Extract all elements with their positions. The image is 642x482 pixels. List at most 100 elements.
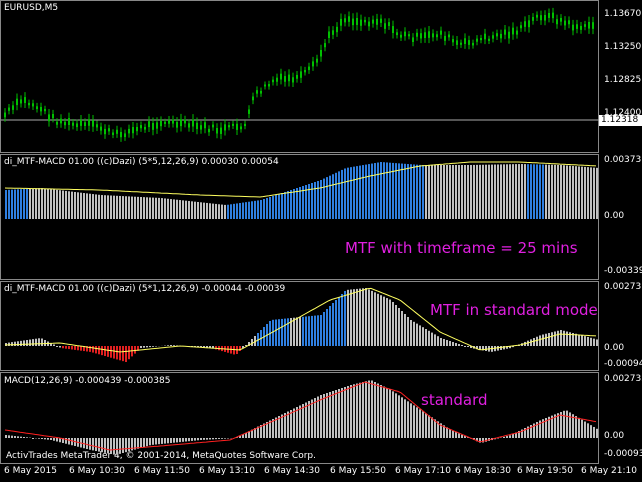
candle-body (340, 18, 342, 26)
mtf1-histogram-bar (494, 164, 496, 219)
mtf1-histogram-bar (398, 163, 400, 219)
macd-pane[interactable] (0, 372, 599, 464)
macd-histogram-bar (476, 438, 478, 442)
macd-histogram-bar (584, 421, 586, 438)
mtf1-histogram-bar (161, 198, 163, 219)
mtf1-histogram-bar (299, 187, 301, 219)
macd-histogram-bar (260, 425, 262, 438)
macd-histogram-bar (521, 429, 523, 438)
macd-histogram-bar (182, 438, 184, 442)
candle-body (76, 123, 78, 128)
macd-histogram-bar (581, 419, 583, 438)
candle-body (316, 58, 318, 63)
mtf2-histogram-bar (593, 338, 595, 346)
mtf1-histogram-bar (578, 166, 580, 219)
macd-histogram-bar (110, 438, 112, 454)
mtf2-histogram-bar (350, 289, 352, 346)
mtf1-histogram-bar (14, 189, 16, 219)
macd-histogram-bar (527, 426, 529, 438)
mtf2-histogram-bar (404, 314, 406, 346)
mtf1-histogram-bar (104, 195, 106, 219)
macd-histogram-bar (62, 438, 64, 443)
mtf2-histogram-bar (506, 346, 508, 349)
mtf1-histogram-bar (119, 195, 121, 219)
mtf2-histogram-bar (149, 346, 151, 348)
mtf-macd-pane-1[interactable] (0, 154, 599, 280)
candle-body (320, 49, 322, 57)
mtf2-histogram-bar (59, 346, 61, 348)
macd-histogram-bar (548, 416, 550, 438)
candle-body (416, 32, 418, 37)
macd-histogram-bar (194, 438, 196, 441)
mtf2-histogram-bar (239, 346, 241, 351)
candle-body (572, 24, 574, 31)
mtf2-histogram-bar (62, 346, 64, 349)
mtf1-histogram-bar (461, 165, 463, 219)
candle-body (544, 14, 546, 21)
candle-body (8, 107, 10, 111)
macd-histogram-bar (398, 395, 400, 438)
mtf2-histogram-bar (419, 325, 421, 346)
mtf1-histogram-bar (284, 192, 286, 219)
candle-body (584, 24, 586, 27)
macd-histogram-bar (107, 438, 109, 454)
mtf1-histogram-bar (83, 193, 85, 219)
candle-body (152, 122, 154, 130)
mtf1-histogram-bar (263, 199, 265, 219)
mtf2-histogram-bar (26, 340, 28, 346)
macd-axis-max: 0.002733 (604, 374, 642, 384)
mtf1-histogram-bar (182, 200, 184, 219)
mtf1-histogram-bar (590, 167, 592, 219)
price-axis-label-4: 1.12400 (604, 108, 642, 118)
time-label-8: 6 May 18:30 (455, 466, 511, 476)
mtf2-histogram-bar (215, 346, 217, 350)
mtf1-histogram-bar (374, 163, 376, 219)
mtf1-histogram-bar (536, 164, 538, 219)
price-chart-pane[interactable] (0, 0, 599, 153)
mtf-macd-pane-2[interactable] (0, 281, 599, 371)
candle-body (552, 12, 554, 19)
macd-histogram-bar (317, 396, 319, 438)
candle-body (136, 126, 138, 132)
macd-histogram-bar (179, 438, 181, 443)
mtf1-histogram-bar (35, 188, 37, 219)
mtf1-histogram-bar (557, 164, 559, 219)
macd-histogram-bar (104, 438, 106, 453)
macd-histogram-bar (212, 438, 214, 440)
candle-body (264, 84, 266, 87)
mtf2-histogram-bar (20, 340, 22, 346)
time-label-7: 6 May 17:10 (395, 466, 451, 476)
mtf1-histogram-bar (98, 194, 100, 219)
mtf2-histogram-bar (209, 346, 211, 348)
macd-histogram-bar (530, 425, 532, 438)
candle-body (256, 90, 258, 94)
mtf2-histogram-bar (503, 346, 505, 350)
macd-histogram-bar (89, 438, 91, 450)
macd-histogram-bar (533, 423, 535, 438)
mtf1-histogram-bar (479, 164, 481, 219)
mtf2-histogram-bar (299, 317, 301, 346)
candle-body (296, 74, 298, 79)
candle-body (128, 128, 130, 134)
mtf2-histogram-bar (233, 346, 235, 355)
macd-histogram-bar (128, 438, 130, 452)
macd-histogram-bar (506, 436, 508, 438)
macd-histogram-bar (419, 409, 421, 438)
candle-body (140, 125, 142, 129)
mtf1-histogram-bar (176, 199, 178, 219)
macd-histogram-bar (461, 434, 463, 438)
candle-body (528, 20, 530, 28)
mtf1-histogram-bar (122, 196, 124, 219)
mtf1-histogram-bar (194, 201, 196, 219)
macd-histogram-bar (344, 387, 346, 438)
candle-body (268, 84, 270, 87)
macd-histogram-bar (551, 415, 553, 438)
mtf1-histogram-bar (59, 190, 61, 219)
macd-histogram-bar (125, 438, 127, 453)
candle-body (424, 32, 426, 38)
macd-histogram-bar (440, 423, 442, 438)
mtf1-histogram-bar (188, 201, 190, 219)
macd-histogram-bar (320, 395, 322, 438)
candle-body (36, 106, 38, 110)
mtf2-histogram-bar (560, 330, 562, 346)
